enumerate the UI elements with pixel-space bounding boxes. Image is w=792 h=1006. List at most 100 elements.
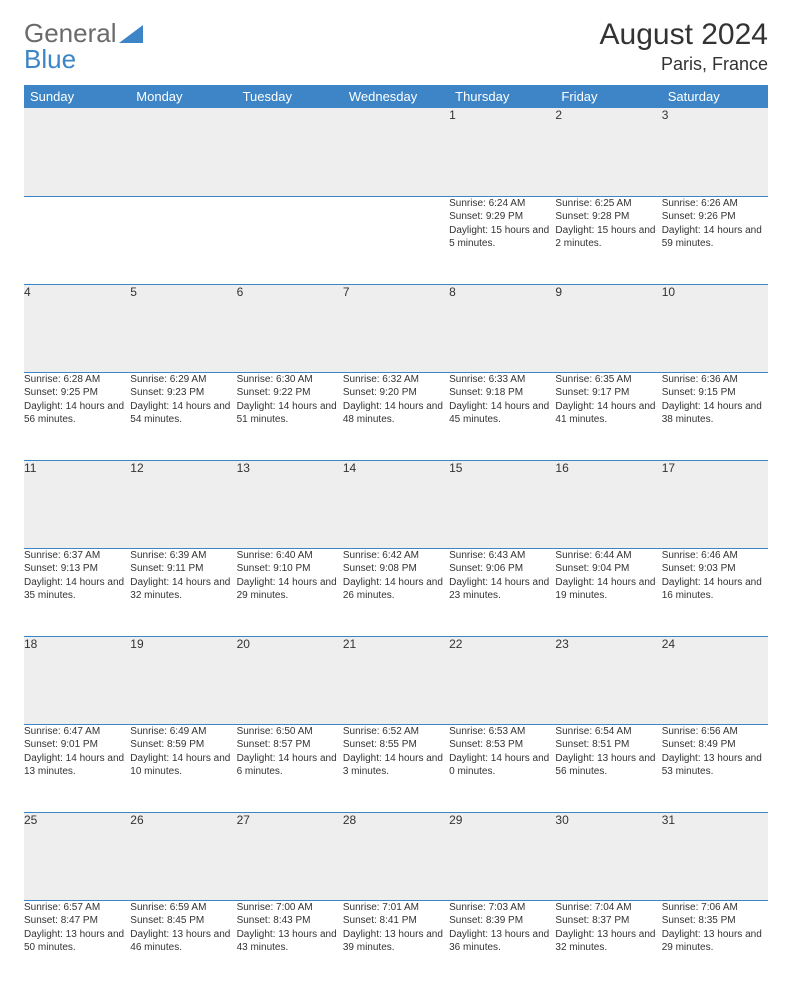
sunset-line: Sunset: 9:18 PM	[449, 386, 555, 400]
sunrise-line: Sunrise: 6:49 AM	[130, 725, 236, 739]
sunset-line: Sunset: 8:37 PM	[555, 914, 661, 928]
sunset-line: Sunset: 8:35 PM	[662, 914, 768, 928]
day-content-cell: Sunrise: 6:50 AMSunset: 8:57 PMDaylight:…	[237, 724, 343, 812]
sunrise-line: Sunrise: 6:25 AM	[555, 197, 661, 211]
daylight-line: Daylight: 14 hours and 19 minutes.	[555, 576, 661, 603]
day-number-cell	[237, 108, 343, 196]
day-content-cell	[343, 196, 449, 284]
day-content-cell: Sunrise: 6:42 AMSunset: 9:08 PMDaylight:…	[343, 548, 449, 636]
sunset-line: Sunset: 9:22 PM	[237, 386, 343, 400]
daylight-line: Daylight: 13 hours and 39 minutes.	[343, 928, 449, 955]
day-number-cell: 8	[449, 284, 555, 372]
day-content-cell: Sunrise: 6:46 AMSunset: 9:03 PMDaylight:…	[662, 548, 768, 636]
day-number-cell: 21	[343, 636, 449, 724]
calendar-body: 123Sunrise: 6:24 AMSunset: 9:29 PMDaylig…	[24, 108, 768, 988]
sunset-line: Sunset: 9:04 PM	[555, 562, 661, 576]
day-number-cell: 13	[237, 460, 343, 548]
sunrise-line: Sunrise: 6:37 AM	[24, 549, 130, 563]
daylight-line: Daylight: 14 hours and 35 minutes.	[24, 576, 130, 603]
daylight-line: Daylight: 14 hours and 38 minutes.	[662, 400, 768, 427]
weekday-header: Saturday	[662, 85, 768, 108]
weekday-header: Sunday	[24, 85, 130, 108]
day-content-cell: Sunrise: 6:40 AMSunset: 9:10 PMDaylight:…	[237, 548, 343, 636]
sunset-line: Sunset: 8:51 PM	[555, 738, 661, 752]
day-number-cell: 27	[237, 812, 343, 900]
daylight-line: Daylight: 13 hours and 56 minutes.	[555, 752, 661, 779]
sunset-line: Sunset: 9:06 PM	[449, 562, 555, 576]
sunrise-line: Sunrise: 6:29 AM	[130, 373, 236, 387]
daylight-line: Daylight: 14 hours and 56 minutes.	[24, 400, 130, 427]
sunset-line: Sunset: 9:08 PM	[343, 562, 449, 576]
logo-part2: Blue	[24, 44, 76, 75]
daylight-line: Daylight: 14 hours and 51 minutes.	[237, 400, 343, 427]
content-row: Sunrise: 6:28 AMSunset: 9:25 PMDaylight:…	[24, 372, 768, 460]
day-number-cell: 2	[555, 108, 661, 196]
day-number-cell: 24	[662, 636, 768, 724]
day-content-cell: Sunrise: 6:24 AMSunset: 9:29 PMDaylight:…	[449, 196, 555, 284]
day-content-cell: Sunrise: 6:52 AMSunset: 8:55 PMDaylight:…	[343, 724, 449, 812]
daylight-line: Daylight: 14 hours and 13 minutes.	[24, 752, 130, 779]
day-content-cell: Sunrise: 6:36 AMSunset: 9:15 PMDaylight:…	[662, 372, 768, 460]
daylight-line: Daylight: 15 hours and 5 minutes.	[449, 224, 555, 251]
day-number-cell: 17	[662, 460, 768, 548]
daynum-row: 45678910	[24, 284, 768, 372]
day-number-cell: 7	[343, 284, 449, 372]
weekday-header: Tuesday	[237, 85, 343, 108]
day-content-cell	[237, 196, 343, 284]
sunset-line: Sunset: 8:49 PM	[662, 738, 768, 752]
calendar-page: General August 2024 Paris, France Blue S…	[0, 0, 792, 1006]
sunset-line: Sunset: 8:57 PM	[237, 738, 343, 752]
daylight-line: Daylight: 14 hours and 45 minutes.	[449, 400, 555, 427]
calendar-table: Sunday Monday Tuesday Wednesday Thursday…	[24, 85, 768, 988]
day-content-cell: Sunrise: 6:59 AMSunset: 8:45 PMDaylight:…	[130, 900, 236, 988]
sunrise-line: Sunrise: 6:54 AM	[555, 725, 661, 739]
day-content-cell: Sunrise: 6:29 AMSunset: 9:23 PMDaylight:…	[130, 372, 236, 460]
day-number-cell: 18	[24, 636, 130, 724]
day-number-cell: 28	[343, 812, 449, 900]
daylight-line: Daylight: 14 hours and 48 minutes.	[343, 400, 449, 427]
day-number-cell: 15	[449, 460, 555, 548]
day-number-cell: 11	[24, 460, 130, 548]
sunset-line: Sunset: 9:01 PM	[24, 738, 130, 752]
daylight-line: Daylight: 13 hours and 53 minutes.	[662, 752, 768, 779]
day-content-cell: Sunrise: 6:44 AMSunset: 9:04 PMDaylight:…	[555, 548, 661, 636]
sunset-line: Sunset: 9:29 PM	[449, 210, 555, 224]
sunset-line: Sunset: 8:59 PM	[130, 738, 236, 752]
sunrise-line: Sunrise: 6:57 AM	[24, 901, 130, 915]
day-number-cell	[24, 108, 130, 196]
title-block: August 2024 Paris, France	[600, 18, 768, 75]
content-row: Sunrise: 6:24 AMSunset: 9:29 PMDaylight:…	[24, 196, 768, 284]
sunrise-line: Sunrise: 6:50 AM	[237, 725, 343, 739]
sunset-line: Sunset: 9:13 PM	[24, 562, 130, 576]
sunrise-line: Sunrise: 6:30 AM	[237, 373, 343, 387]
sunset-line: Sunset: 8:41 PM	[343, 914, 449, 928]
daylight-line: Daylight: 14 hours and 32 minutes.	[130, 576, 236, 603]
day-content-cell: Sunrise: 6:37 AMSunset: 9:13 PMDaylight:…	[24, 548, 130, 636]
sunset-line: Sunset: 9:10 PM	[237, 562, 343, 576]
sunrise-line: Sunrise: 6:46 AM	[662, 549, 768, 563]
daylight-line: Daylight: 13 hours and 32 minutes.	[555, 928, 661, 955]
day-number-cell	[130, 108, 236, 196]
content-row: Sunrise: 6:37 AMSunset: 9:13 PMDaylight:…	[24, 548, 768, 636]
daylight-line: Daylight: 13 hours and 29 minutes.	[662, 928, 768, 955]
day-number-cell: 30	[555, 812, 661, 900]
day-content-cell: Sunrise: 7:04 AMSunset: 8:37 PMDaylight:…	[555, 900, 661, 988]
sunrise-line: Sunrise: 6:39 AM	[130, 549, 236, 563]
daynum-row: 11121314151617	[24, 460, 768, 548]
day-number-cell: 10	[662, 284, 768, 372]
sunrise-line: Sunrise: 6:32 AM	[343, 373, 449, 387]
sunrise-line: Sunrise: 7:04 AM	[555, 901, 661, 915]
sunset-line: Sunset: 9:23 PM	[130, 386, 236, 400]
daylight-line: Daylight: 14 hours and 41 minutes.	[555, 400, 661, 427]
day-number-cell: 20	[237, 636, 343, 724]
daylight-line: Daylight: 13 hours and 46 minutes.	[130, 928, 236, 955]
day-number-cell: 14	[343, 460, 449, 548]
logo-triangle-icon	[119, 23, 143, 45]
sunset-line: Sunset: 9:26 PM	[662, 210, 768, 224]
daylight-line: Daylight: 14 hours and 16 minutes.	[662, 576, 768, 603]
day-content-cell: Sunrise: 7:03 AMSunset: 8:39 PMDaylight:…	[449, 900, 555, 988]
sunset-line: Sunset: 8:43 PM	[237, 914, 343, 928]
daylight-line: Daylight: 14 hours and 6 minutes.	[237, 752, 343, 779]
daylight-line: Daylight: 13 hours and 50 minutes.	[24, 928, 130, 955]
day-number-cell: 25	[24, 812, 130, 900]
